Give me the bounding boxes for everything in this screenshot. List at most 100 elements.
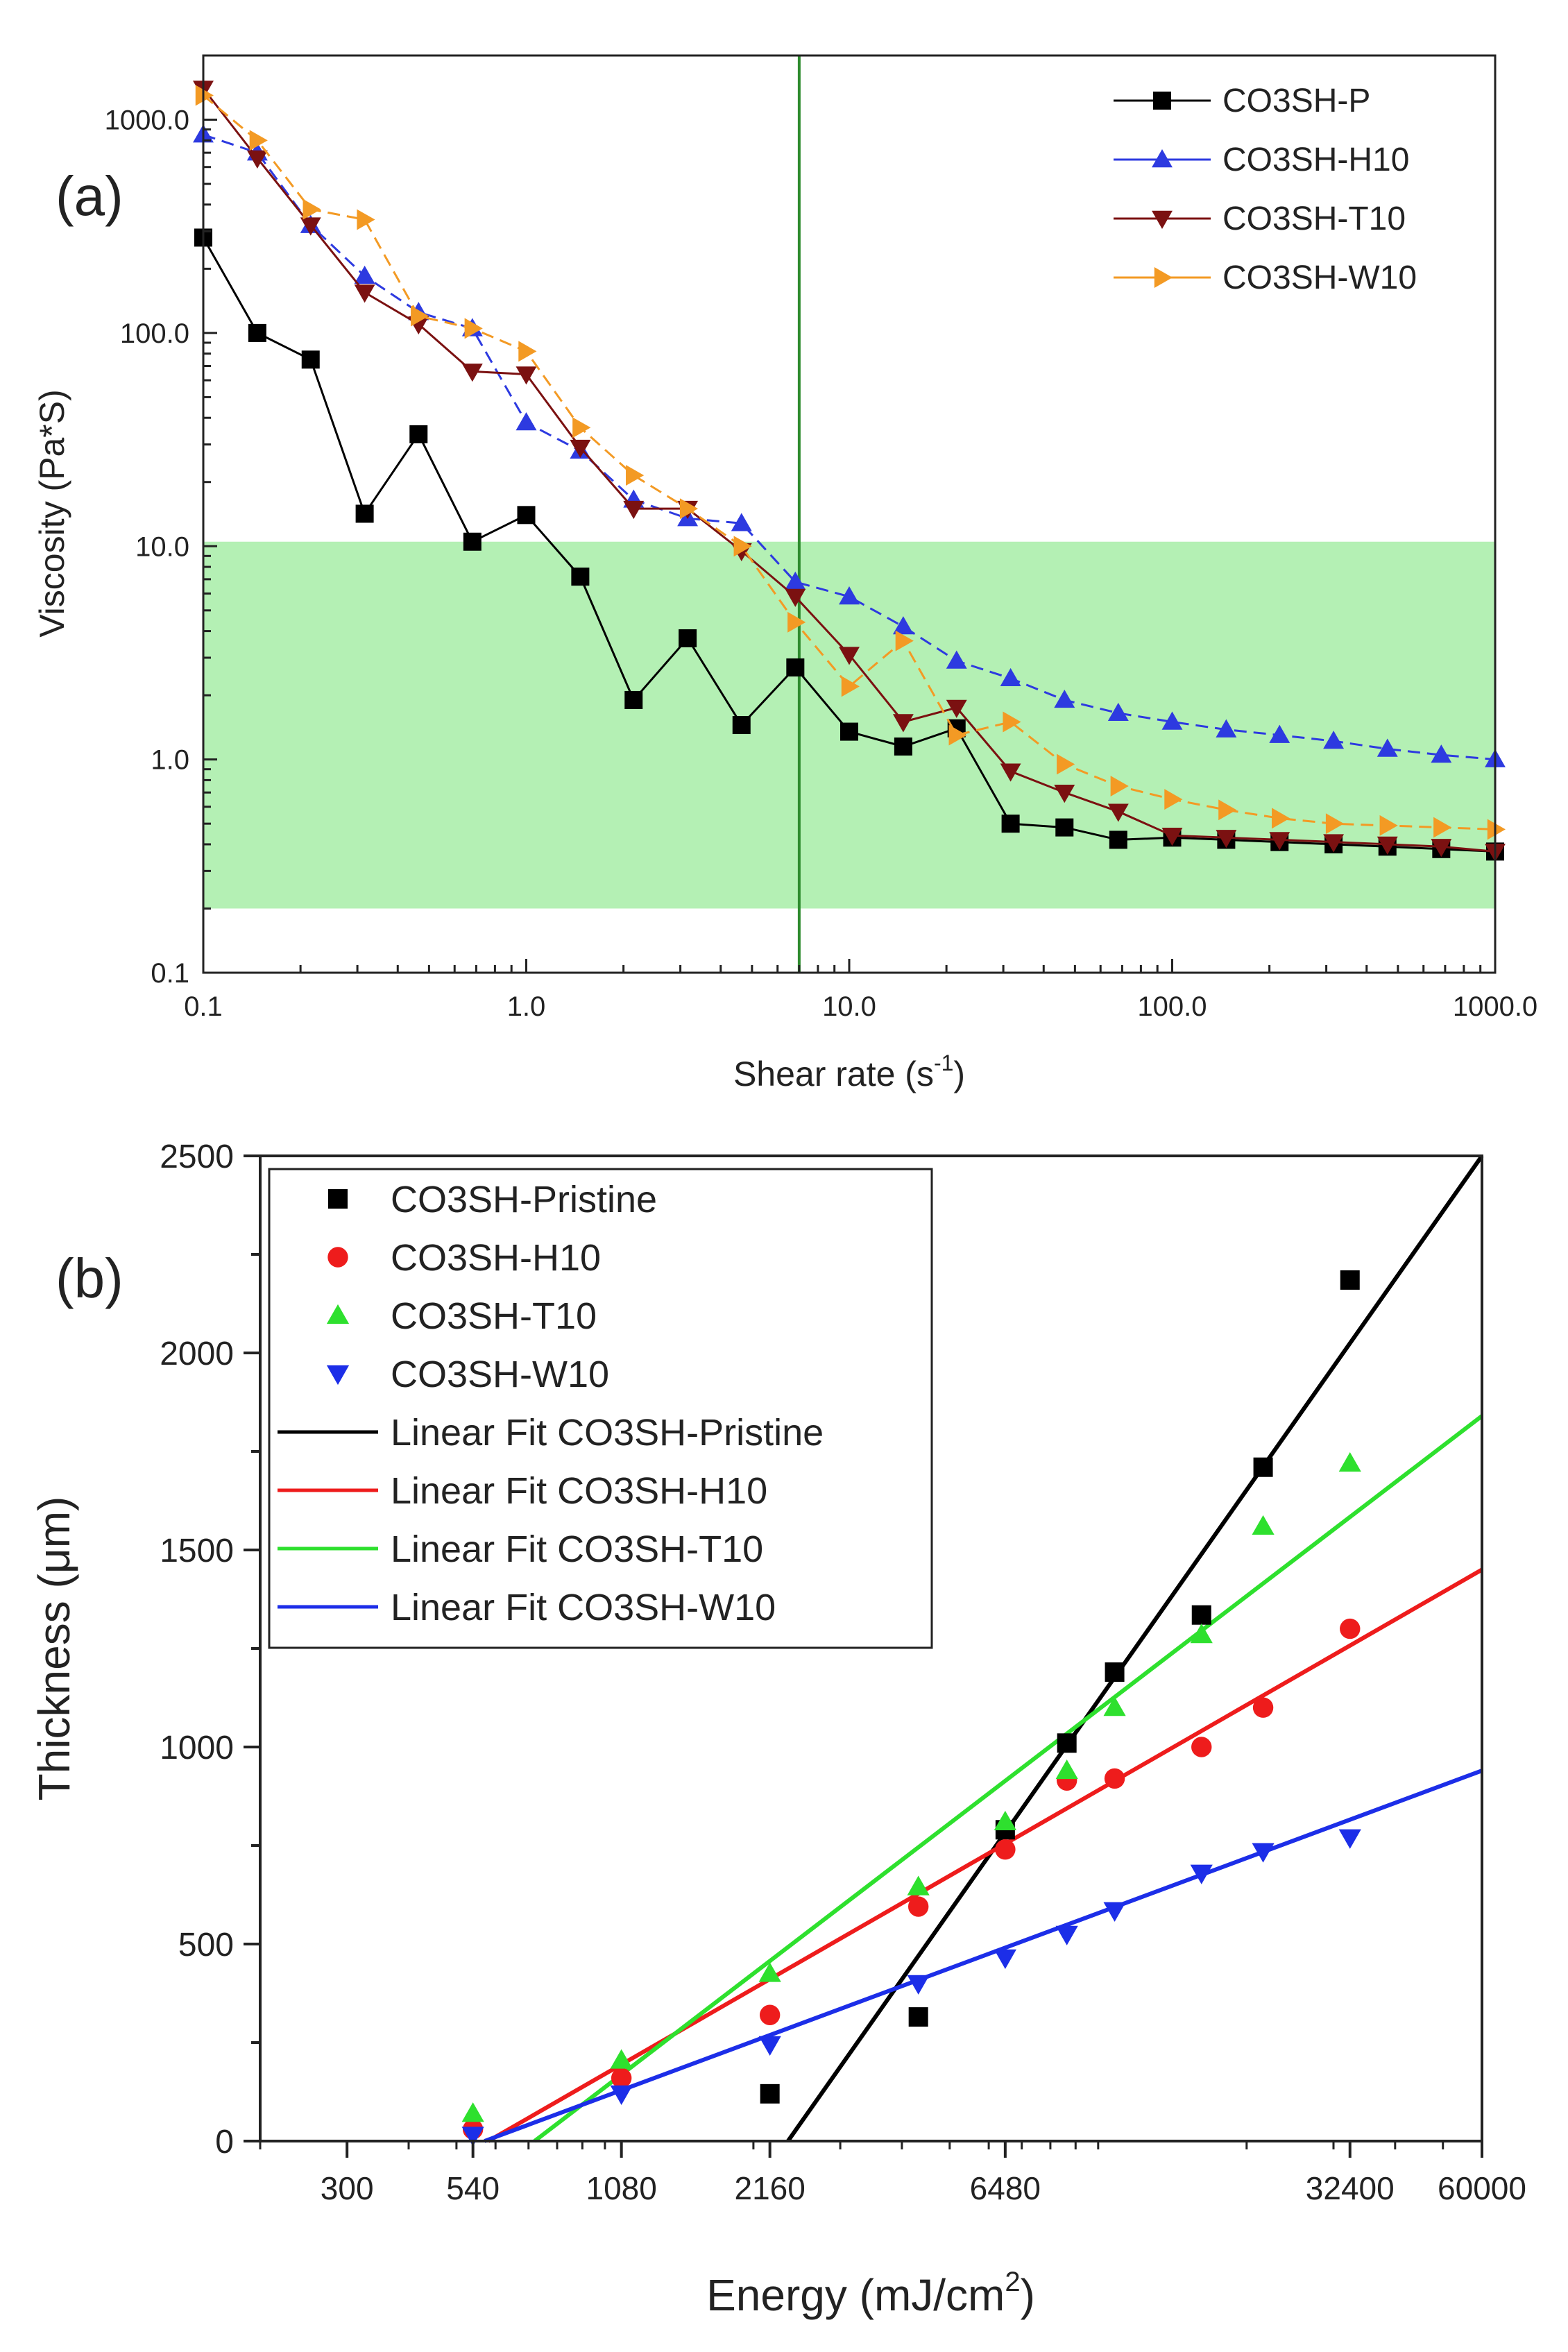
data-point-co3sh-w10 <box>1190 1864 1213 1884</box>
data-point-co3sh-w10 <box>1218 799 1237 821</box>
data-point-co3sh-w10 <box>1057 753 1075 775</box>
y-tick-label: 100.0 <box>120 318 189 349</box>
data-point-co3sh-t10 <box>1055 1759 1078 1780</box>
data-point-co3sh-w10 <box>1164 789 1183 810</box>
thickness-scatter-group <box>461 1270 1361 2147</box>
data-point-co3sh-t10 <box>1269 832 1290 851</box>
data-point-co3sh-w10 <box>994 1949 1016 1969</box>
data-point-co3sh-w10 <box>1055 1925 1078 1945</box>
data-point-co3sh-t10 <box>1190 1624 1213 1644</box>
data-point-co3sh-w10 <box>1379 815 1398 836</box>
legend-label: CO3SH-W10 <box>391 1354 609 1395</box>
data-point-co3sh-h10 <box>1340 1618 1361 1639</box>
legend-label: CO3SH-H10 <box>1222 142 1409 178</box>
legend: CO3SH-Pristine CO3SH-H10 CO3SH-T10 CO3SH-W1… <box>268 1168 933 1649</box>
y-tick-label: 2500 <box>160 1139 234 1175</box>
fit-line-linear-fit-co3sh-t10 <box>533 1414 1483 2143</box>
data-point-co3sh-h10 <box>1323 731 1345 749</box>
panel-label-b: (b) <box>56 1247 123 1309</box>
data-point-co3sh-t10 <box>1252 1515 1275 1535</box>
y-tick-label: 1000 <box>160 1730 234 1766</box>
data-point-co3sh-t10 <box>785 588 806 607</box>
legend-marker <box>326 1365 350 1386</box>
data-point-co3sh-w10 <box>357 209 375 230</box>
data-point-co3sh-t10 <box>1431 839 1452 858</box>
data-point-co3sh-t10 <box>946 699 967 718</box>
data-point-co3sh-h10 <box>1104 1768 1125 1789</box>
data-point-co3sh-w10 <box>610 2085 633 2105</box>
legend-marker <box>326 1304 350 1324</box>
data-point-co3sh-w10 <box>733 536 752 557</box>
x-tick-label: 1.0 <box>507 991 546 1022</box>
legend-label: CO3SH-T10 <box>391 1295 597 1337</box>
fit-line-linear-fit-co3sh-pristine <box>786 1154 1484 2142</box>
x-tick-label: 6480 <box>970 2170 1041 2206</box>
data-point-co3sh-p <box>894 737 912 756</box>
y-tick-labels: 0.1 1.0 10.0 100.0 1000.0 <box>105 105 189 989</box>
data-point-co3sh-h10 <box>892 616 914 635</box>
data-point-co3sh-t10 <box>1323 834 1345 853</box>
y-tick-label: 1.0 <box>151 745 189 776</box>
fit-line-linear-fit-co3sh-h10 <box>487 1567 1483 2143</box>
x-tick-labels: 300 540 1080 2160 6480 32400 60000 <box>321 2170 1526 2206</box>
data-point-co3sh-w10 <box>948 724 967 746</box>
y-tick-labels: 0 500 1000 1500 2000 2500 <box>160 1139 234 2161</box>
data-point-co3sh-w10 <box>626 465 645 486</box>
data-point-co3sh-w10 <box>841 676 860 697</box>
data-point-co3sh-w10 <box>895 630 914 651</box>
data-point-co3sh-t10 <box>515 366 537 385</box>
data-point-co3sh-h10 <box>1431 744 1452 763</box>
data-point-co3sh-p <box>463 532 482 551</box>
data-point-co3sh-t10 <box>246 150 268 169</box>
x-tick-label: 32400 <box>1306 2170 1395 2206</box>
data-point-co3sh-h10 <box>1107 702 1129 721</box>
x-tick-label: 1000.0 <box>1453 991 1537 1022</box>
data-point-co3sh-w10 <box>1433 817 1452 838</box>
data-point-co3sh-t10 <box>892 714 914 733</box>
data-point-co3sh-h10 <box>995 1839 1016 1860</box>
y-tick-label: 1000.0 <box>105 105 189 136</box>
data-point-co3sh-p <box>1001 815 1020 833</box>
y-axis-label: Thickness (μm) <box>29 1497 79 1801</box>
panel-label-a: (a) <box>56 165 123 227</box>
x-tick-label: 0.1 <box>184 991 223 1022</box>
data-point-co3sh-h10 <box>1054 690 1075 708</box>
viscosity-series-group <box>193 80 1506 862</box>
data-point-co3sh-w10 <box>1103 1902 1126 1922</box>
data-point-co3sh-t10 <box>461 364 483 382</box>
data-point-co3sh-t10 <box>1107 803 1129 822</box>
data-point-co3sh-p <box>517 506 536 525</box>
data-point-co3sh-w10 <box>1325 813 1345 835</box>
x-tick-label: 300 <box>321 2170 374 2206</box>
data-point-co3sh-w10 <box>195 85 214 106</box>
data-point-co3sh-p <box>301 350 320 369</box>
data-point-co3sh-p <box>624 690 643 709</box>
linear-fit-lines <box>484 1154 1484 2143</box>
data-point-co3sh-pristine <box>1340 1270 1360 1290</box>
legend-label: CO3SH-H10 <box>391 1237 601 1279</box>
data-point-co3sh-w10 <box>758 2036 781 2056</box>
data-point-co3sh-p <box>355 504 374 523</box>
data-point-co3sh-p <box>732 716 751 735</box>
axis-ticks <box>244 1154 1483 2158</box>
data-point-co3sh-t10 <box>1103 1696 1126 1716</box>
data-point-co3sh-t10 <box>300 217 321 236</box>
data-point-co3sh-pristine <box>908 2007 928 2027</box>
data-point-co3sh-h10 <box>1191 1737 1212 1757</box>
legend: CO3SH-P CO3SH-H10 CO3SH-T10 CO3SH-W10 <box>1114 83 1417 296</box>
legend-marker <box>1152 210 1173 229</box>
legend-label: CO3SH-P <box>1222 83 1370 119</box>
legend-marker <box>328 1189 348 1209</box>
legend-label: Linear Fit CO3SH-Pristine <box>391 1412 824 1454</box>
y-tick-label: 1500 <box>160 1533 234 1569</box>
data-point-co3sh-w10 <box>518 341 537 362</box>
data-point-co3sh-p <box>409 425 428 443</box>
data-point-co3sh-t10 <box>907 1875 930 1895</box>
data-point-co3sh-h10 <box>759 2004 781 2025</box>
y-tick-label: 2000 <box>160 1336 234 1372</box>
data-point-co3sh-h10 <box>731 513 752 531</box>
data-point-co3sh-p <box>1055 818 1074 837</box>
data-point-co3sh-t10 <box>610 2049 633 2069</box>
data-point-co3sh-h10 <box>611 2068 632 2088</box>
y-tick-label: 500 <box>178 1927 234 1963</box>
